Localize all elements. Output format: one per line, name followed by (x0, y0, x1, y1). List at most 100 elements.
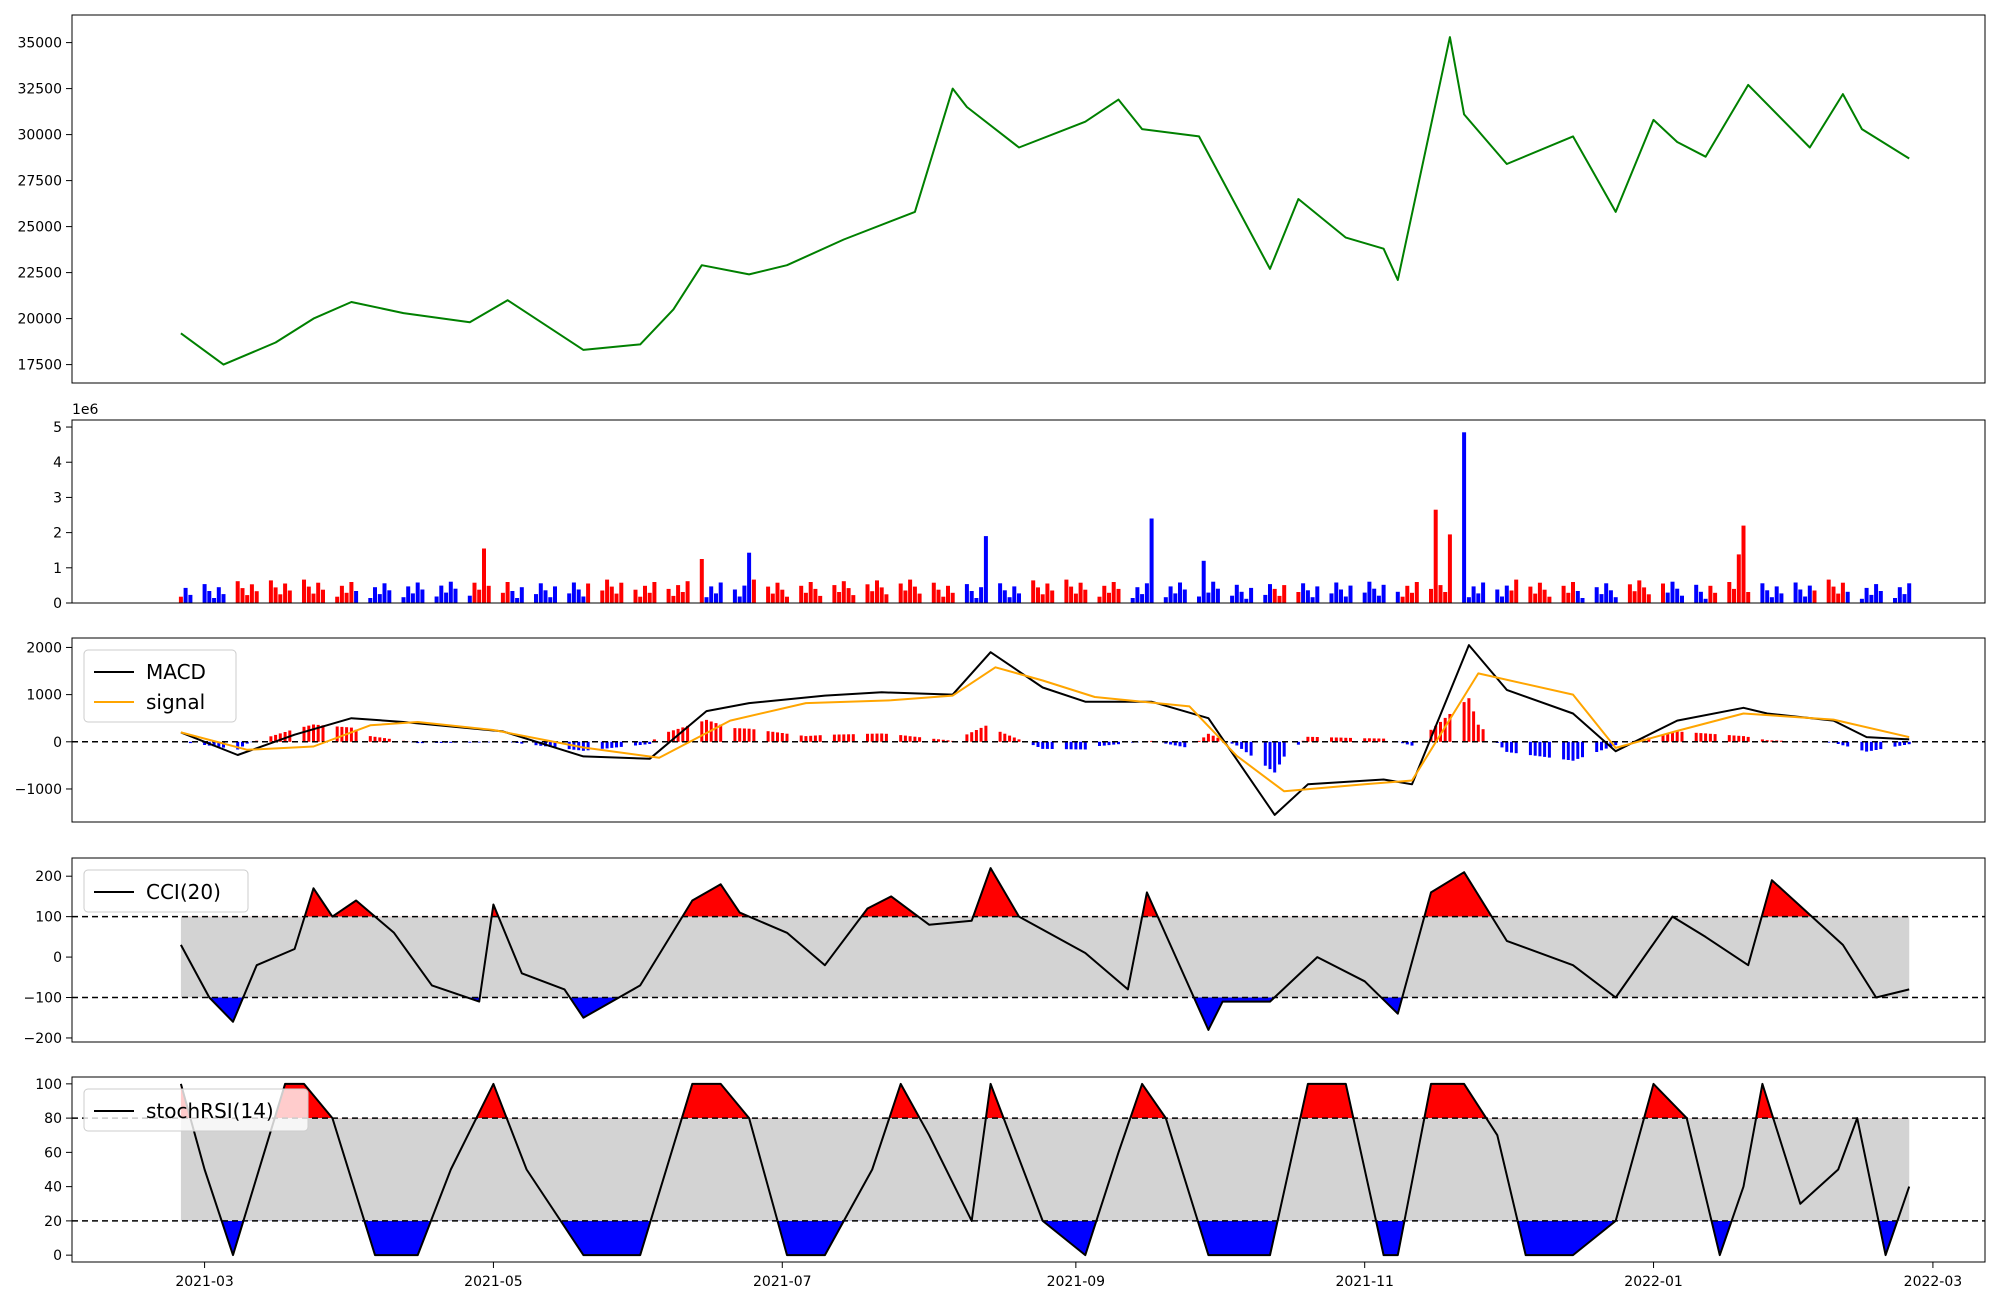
stochrsi-ytick-label: 60 (44, 1145, 62, 1161)
volume-bar (240, 588, 245, 603)
macd-histogram-bar (1173, 741, 1177, 746)
cci-ytick-label: −100 (24, 991, 62, 1007)
macd-histogram-bar (903, 735, 907, 742)
volume-bar (519, 587, 524, 603)
volume-bar (1064, 579, 1069, 603)
volume-ytick-label: 1 (53, 561, 62, 577)
cci-neutral-band (180, 916, 1910, 998)
volume-bar (477, 589, 482, 603)
volume-bar (1348, 585, 1353, 603)
macd-histogram-bar (534, 741, 538, 746)
macd-histogram-bar (1898, 741, 1902, 746)
volume-bar (1537, 582, 1542, 603)
macd-histogram-bar (383, 738, 386, 742)
macd-histogram-bar (809, 735, 813, 742)
volume-bar (638, 596, 643, 603)
volume-bar (212, 598, 217, 603)
volume-bar (1845, 591, 1850, 603)
volume-bar (1362, 592, 1367, 603)
volume-bar (207, 591, 212, 603)
stochrsi-ytick-label: 20 (44, 1214, 62, 1230)
volume-bar (321, 589, 325, 603)
stochrsi-overbought-fill (180, 1083, 1910, 1119)
macd-histogram-bar (1216, 737, 1220, 742)
price-panel: 17500 20000 22500 25000 27500 30000 32500 35000 (17, 14, 1986, 384)
macd-histogram-bar (932, 738, 936, 742)
volume-bar (486, 585, 491, 603)
volume-bar (1206, 592, 1211, 603)
macd-histogram-bar (615, 741, 618, 748)
volume-bar (1277, 595, 1282, 603)
volume-bar (912, 586, 917, 603)
macd-histogram-bar (1742, 736, 1745, 742)
volume-bar (401, 597, 406, 603)
volume-bar (1694, 584, 1699, 603)
volume-bar (808, 582, 813, 603)
macd-histogram-bar (1661, 734, 1665, 742)
volume-bar (339, 585, 344, 603)
macd-histogram-bar (1377, 738, 1381, 742)
volume-bar (785, 596, 789, 603)
price-frame (71, 14, 1986, 384)
macd-histogram-bar (913, 736, 917, 742)
macd-histogram-bar (719, 724, 723, 742)
volume-bar (1315, 586, 1320, 603)
macd-histogram-bar (1083, 741, 1087, 750)
macd-histogram-bar (1448, 714, 1452, 742)
volume-bar (349, 582, 354, 603)
macd-histogram-bar (1349, 737, 1352, 742)
volume-bar (1305, 590, 1310, 603)
volume-bar (865, 584, 870, 603)
volume-bar (837, 592, 842, 603)
macd-histogram-bar (643, 741, 647, 745)
x-tick-label: 2021-07 (753, 1274, 812, 1290)
volume-bar (1050, 590, 1055, 603)
macd-histogram-bar (1273, 741, 1277, 773)
volume-bar (1268, 584, 1272, 603)
macd-histogram-bar (1064, 741, 1068, 750)
macd-histogram-bar (1183, 741, 1187, 748)
volume-bar (1840, 582, 1845, 603)
volume-bar (1405, 585, 1410, 603)
macd-histogram-bar (600, 741, 604, 749)
volume-bar (946, 585, 950, 603)
volume-bar (1732, 588, 1736, 603)
volume-bar (1547, 596, 1552, 603)
volume-bar (846, 588, 851, 603)
cci-legend-label: CCI(20) (146, 880, 221, 904)
volume-bar (1765, 590, 1770, 603)
macd-ytick-label: 1000 (26, 688, 62, 704)
volume-bar (813, 588, 818, 603)
volume-bar (747, 552, 752, 603)
volume-bar (1140, 594, 1145, 603)
macd-histogram-bar (813, 735, 817, 742)
macd-histogram-bar (1528, 741, 1532, 756)
macd-histogram-bar (1003, 733, 1007, 742)
volume-bar (1244, 598, 1249, 603)
volume-bar (1774, 586, 1779, 603)
macd-histogram-bar (1467, 698, 1471, 742)
macd-histogram-bar (1178, 741, 1182, 747)
volume-bar (1438, 585, 1443, 603)
volume-bar (1040, 594, 1045, 603)
macd-histogram-bar (1562, 741, 1566, 760)
macd-histogram-bar (1439, 721, 1442, 742)
volume-bar (515, 598, 520, 603)
volume-offset-label: 1e6 (72, 402, 99, 418)
volume-bar (1372, 588, 1377, 603)
macd-histogram-bar (937, 739, 940, 742)
volume-bar (652, 582, 657, 603)
volume-bar (1533, 593, 1538, 603)
macd-histogram-bar (1604, 741, 1608, 749)
macd-histogram-bar (1836, 741, 1840, 744)
macd-histogram-bar (1732, 735, 1736, 742)
volume-bar (553, 586, 557, 603)
macd-histogram-bar (998, 731, 1002, 742)
volume-bar (941, 596, 946, 603)
macd-histogram-bar (203, 741, 207, 745)
volume-bar (581, 596, 586, 603)
x-tick-label: 2021-11 (1335, 1274, 1394, 1290)
volume-bar (1107, 592, 1111, 603)
price-ytick-label: 25000 (17, 220, 62, 236)
macd-histogram-bar (785, 733, 789, 742)
